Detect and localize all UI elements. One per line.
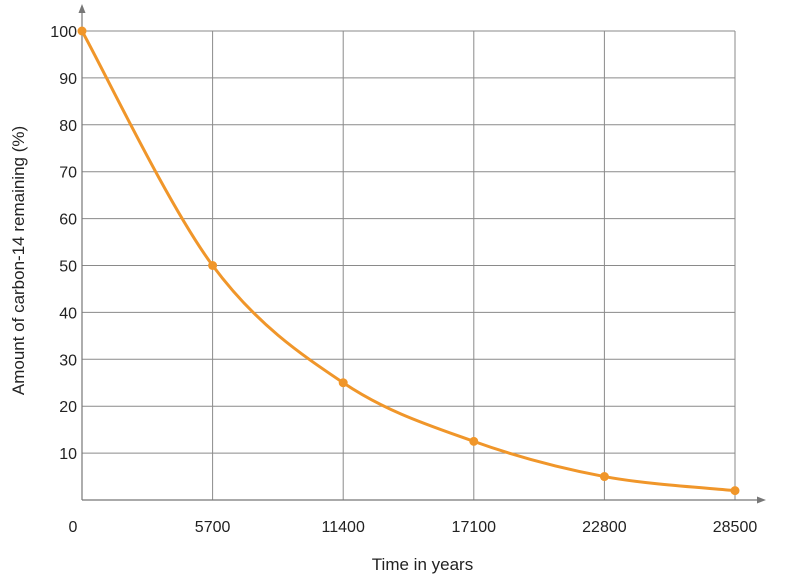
y-tick-label: 20	[59, 399, 77, 416]
y-axis-arrow	[78, 4, 86, 13]
y-tick-label: 90	[59, 71, 77, 88]
x-tick-labels: 0 5700 11400 17100 22800 28500	[69, 519, 758, 536]
data-point	[599, 472, 609, 482]
data-point	[208, 261, 218, 270]
data-point	[730, 486, 740, 496]
data-point	[469, 436, 479, 446]
data-point	[338, 378, 348, 388]
y-axis-title: Amount of carbon-14 remaining (%)	[9, 126, 28, 395]
y-tick-label: 100	[50, 24, 77, 41]
x-tick-label: 0	[69, 519, 78, 536]
x-tick-label: 11400	[322, 519, 365, 536]
data-point	[77, 26, 87, 36]
decay-curve	[80, 30, 736, 493]
axes	[78, 4, 766, 504]
y-tick-label: 80	[59, 118, 77, 135]
x-axis-arrow	[757, 496, 766, 504]
y-tick-label: 50	[59, 259, 77, 276]
y-tick-labels: 10 20 30 40 50 60 70 80 90 100	[50, 24, 77, 463]
data-points	[77, 26, 740, 496]
y-tick-label: 60	[59, 212, 77, 229]
x-tick-label: 28500	[713, 519, 758, 536]
x-tick-label: 5700	[195, 519, 231, 536]
x-tick-label: 22800	[582, 519, 627, 536]
y-tick-label: 40	[59, 305, 77, 322]
y-tick-label: 70	[59, 165, 77, 182]
x-axis-title: Time in years	[372, 555, 473, 574]
grid	[82, 30, 736, 500]
x-tick-label: 17100	[452, 519, 497, 536]
y-tick-label: 10	[59, 446, 77, 463]
y-tick-label: 30	[59, 352, 77, 369]
